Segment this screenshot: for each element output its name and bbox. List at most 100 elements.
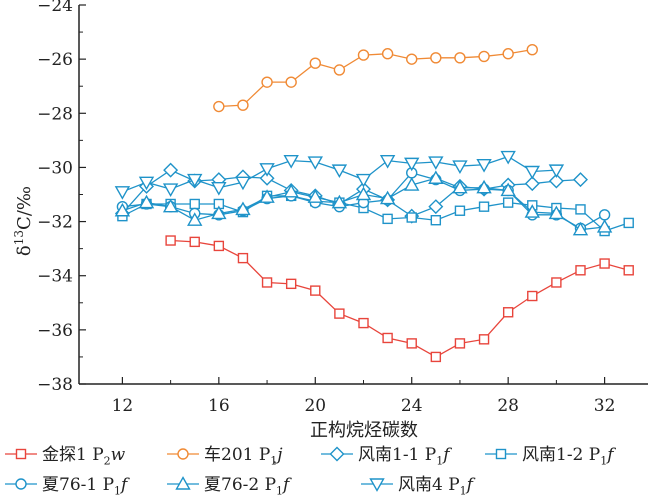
data-point [235,176,251,191]
x-tick-label: 16 [208,396,230,416]
data-point [430,351,442,363]
data-point [261,76,273,88]
data-point [596,219,613,233]
series-2 [213,43,538,113]
data-point [237,99,249,111]
data-point [333,64,346,76]
data-point [404,157,420,172]
data-point [524,204,540,218]
legend-label: 夏76-2 P1f [204,475,290,498]
data-point [355,173,372,188]
data-point [334,308,345,319]
data-point [476,179,492,194]
data-point [500,150,516,165]
data-point [307,189,323,203]
data-point [478,201,490,212]
legend-swatch [321,446,353,462]
data-point [138,194,155,209]
x-tick-label: 20 [304,396,326,416]
data-point [454,52,466,64]
data-point [524,165,540,180]
data-point [259,170,275,186]
legend-label: 风南4 P1f [398,475,473,498]
series-6 [114,170,613,236]
data-point [548,164,565,179]
data-point [404,177,420,191]
legend-swatch [5,478,37,490]
data-point [551,277,562,288]
data-point [430,52,442,64]
data-point [187,173,203,188]
data-point [599,258,610,269]
data-point [478,50,490,63]
legend-label: 风南1-1 P1f [358,445,450,468]
x-tick-label: 32 [594,396,616,416]
legend-marker [15,478,27,490]
data-point [575,265,586,276]
series-3 [114,162,588,224]
legend-marker [177,448,189,460]
data-point [187,212,203,226]
data-point [500,182,516,197]
data-point [406,212,417,223]
data-point [478,334,490,345]
data-point [428,156,444,170]
legend-swatch [485,448,517,460]
legend-marker [329,446,345,462]
data-point [285,278,297,290]
y-tick-label: −28 [37,104,73,124]
data-point [548,205,565,220]
data-point [527,290,538,302]
data-point [309,57,321,69]
y-tick-label: −38 [37,375,73,395]
x-axis-title: 正构烷烃碳数 [310,420,418,440]
legend-item: 夏76-2 P1f [166,472,290,498]
data-point [235,201,251,216]
data-point [213,240,225,252]
data-point [476,159,492,173]
data-point [524,176,540,192]
data-point [358,317,369,329]
data-point [138,176,155,191]
data-point [259,163,275,177]
data-point [379,154,396,169]
data-point [428,170,444,184]
data-point [162,198,179,213]
data-point [379,190,396,205]
x-tick-label: 28 [497,396,519,416]
data-point [572,221,589,236]
data-point [548,173,564,189]
data-point [502,307,514,318]
legend-item: 风南4 P1f [360,472,473,498]
legend-marker [369,478,385,492]
series-7 [114,150,565,200]
chart-canvas: −38 −36 −34 −32 −30 −28 −26 −24 12 16 20 24 28 32 δ13… [12,0,648,440]
legend-item: 夏76-1 P1f [4,472,127,498]
data-point [114,202,131,217]
data-point [211,205,227,220]
data-point [211,182,227,196]
data-point [381,48,394,60]
data-point [502,48,514,60]
data-point [213,100,225,113]
legend-swatch [361,478,393,492]
data-point [259,189,275,203]
legend-label: 风南1-2 P1f [522,445,614,468]
data-point [430,215,442,226]
legend-swatch [5,448,37,460]
data-point [357,49,370,61]
data-point [623,217,634,229]
data-point [307,156,323,170]
data-point [382,213,393,225]
y-tick-label: −32 [37,213,73,233]
legend-item: 风南1-1 P1f [320,442,450,468]
x-tick-label: 12 [112,396,134,416]
data-point [331,164,348,179]
series-line [122,195,629,232]
data-point [623,265,634,276]
data-point [428,199,444,215]
legend-label: 金探1 P2w [42,445,126,468]
legend-item: 车201 P1j [166,442,283,468]
legend-label: 车201 P1j [204,445,283,468]
data-point [382,332,393,344]
